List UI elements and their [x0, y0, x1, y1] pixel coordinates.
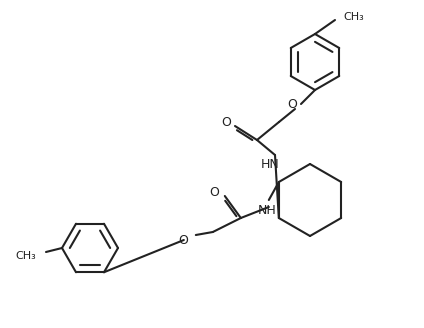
- Text: O: O: [287, 98, 297, 112]
- Text: O: O: [221, 116, 231, 130]
- Text: O: O: [178, 234, 188, 247]
- Text: CH₃: CH₃: [15, 251, 36, 261]
- Text: NH: NH: [257, 203, 276, 216]
- Text: O: O: [209, 187, 219, 199]
- Text: HN: HN: [260, 157, 279, 171]
- Text: CH₃: CH₃: [343, 12, 364, 22]
